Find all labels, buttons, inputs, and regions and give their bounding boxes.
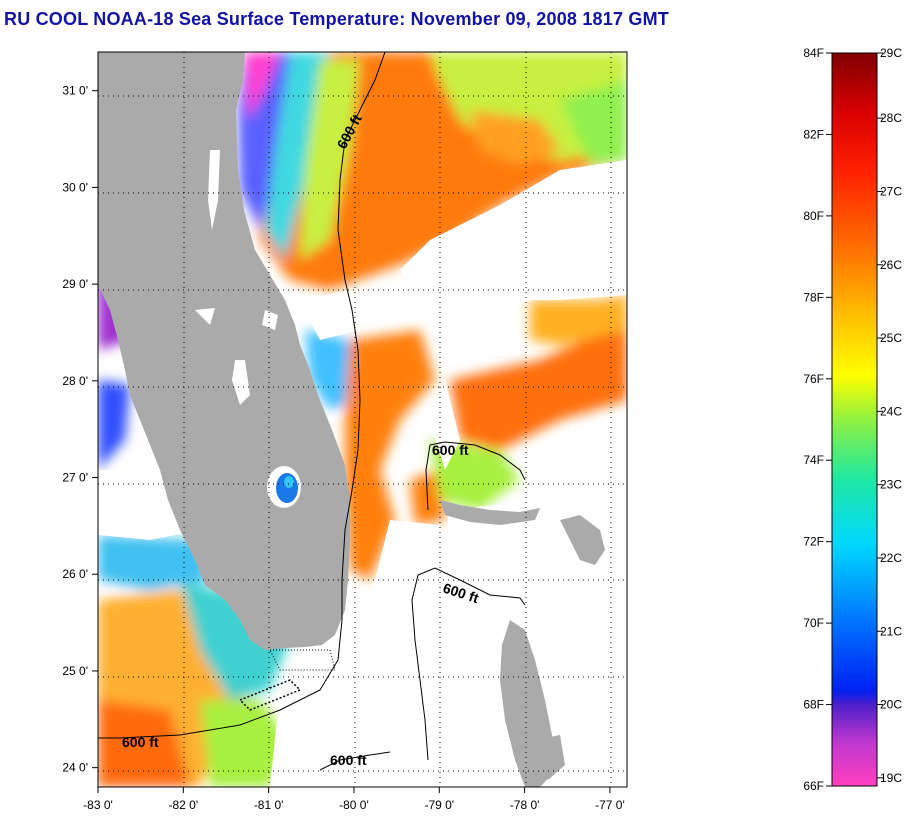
inland-lakes bbox=[195, 150, 278, 405]
map-frame bbox=[97, 51, 628, 788]
colorbar-f-label: 70F bbox=[803, 616, 824, 630]
longitude-axis: -83 0' -82 0' -81 0' -80 0' -79 0' -78 0' -77 … bbox=[83, 787, 625, 812]
colorbar-c-label: 26C bbox=[880, 258, 902, 272]
lake-okeechobee bbox=[267, 466, 301, 508]
colorbar-f-label: 84F bbox=[803, 46, 824, 60]
colorbar-f-label: 80F bbox=[803, 209, 824, 223]
colorbar-f-label: 68F bbox=[803, 698, 824, 712]
florida-keys bbox=[238, 649, 336, 711]
colorbar-f-label: 76F bbox=[803, 372, 824, 386]
colorbar-f-label: 66F bbox=[803, 779, 824, 793]
colorbar-c-label: 29C bbox=[880, 46, 902, 60]
colorbar-c-label: 21C bbox=[880, 624, 902, 638]
lat-tick-label: 25 0' bbox=[62, 664, 88, 678]
lon-tick-label: -77 0' bbox=[595, 798, 625, 812]
colorbar-f-label: 82F bbox=[803, 127, 824, 141]
graticule bbox=[98, 52, 627, 787]
lon-tick-label: -79 0' bbox=[424, 798, 454, 812]
lat-tick-label: 28 0' bbox=[62, 374, 88, 388]
lon-tick-label: -80 0' bbox=[339, 798, 369, 812]
lat-tick-label: 30 0' bbox=[62, 180, 88, 194]
colorbar-c-label: 23C bbox=[880, 478, 902, 492]
colorbar bbox=[831, 52, 878, 787]
colorbar-f-label: 72F bbox=[803, 535, 824, 549]
contour-label-south: 600 ft bbox=[330, 752, 367, 768]
colorbar-c-label: 20C bbox=[880, 698, 902, 712]
lon-tick-label: -83 0' bbox=[83, 798, 113, 812]
colorbar-f-label: 78F bbox=[803, 290, 824, 304]
latitude-axis: 31 0' 30 0' 29 0' 28 0' 27 0' 26 0' 25 0' 24 0' bbox=[62, 84, 98, 775]
colorbar-c-label: 19C bbox=[880, 771, 902, 785]
colorbar-c-label: 22C bbox=[880, 551, 902, 565]
colorbar-c-label: 24C bbox=[880, 404, 902, 418]
lon-tick-label: -78 0' bbox=[510, 798, 540, 812]
colorbar-fahrenheit-labels: 84F 82F 80F 78F 76F 74F 72F 70F 68F 66F bbox=[803, 46, 832, 793]
contour-label-grand-bahama: 600 ft bbox=[432, 442, 469, 458]
colorbar-f-label: 74F bbox=[803, 453, 824, 467]
lon-tick-label: -82 0' bbox=[168, 798, 198, 812]
colorbar-c-label: 28C bbox=[880, 111, 902, 125]
page-title: RU COOL NOAA-18 Sea Surface Temperature:… bbox=[4, 9, 669, 29]
lat-tick-label: 27 0' bbox=[62, 471, 88, 485]
colorbar-celsius-labels: 29C 28C 27C 26C 25C 24C 23C 22C 21C 20C 19C bbox=[877, 46, 902, 785]
cloud-mask bbox=[98, 160, 627, 787]
colorbar-c-label: 25C bbox=[880, 331, 902, 345]
lon-tick-label: -81 0' bbox=[254, 798, 284, 812]
lat-tick-label: 26 0' bbox=[62, 567, 88, 581]
lat-tick-label: 31 0' bbox=[62, 84, 88, 98]
colorbar-c-label: 27C bbox=[880, 184, 902, 198]
lat-tick-label: 24 0' bbox=[62, 761, 88, 775]
map-image: 600 ft 600 ft 600 ft 600 ft 600 ft bbox=[98, 52, 627, 787]
lat-tick-label: 29 0' bbox=[62, 277, 88, 291]
contour-label-southwest: 600 ft bbox=[122, 734, 159, 750]
